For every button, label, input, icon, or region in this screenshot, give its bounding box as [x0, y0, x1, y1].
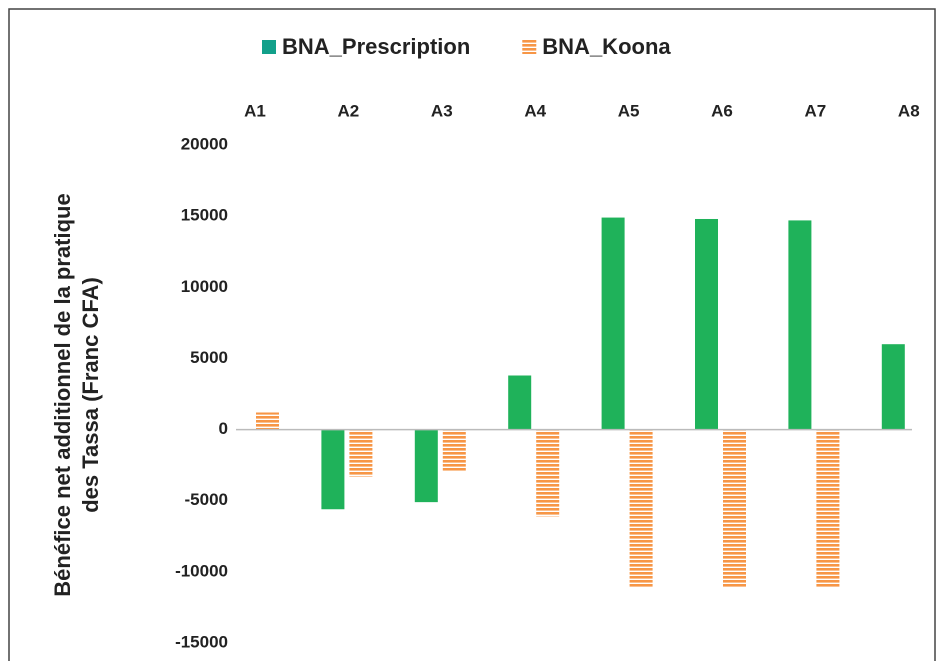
y-axis-title-line: Bénéfice net additionnel de la pratique: [50, 193, 75, 596]
legend-label: BNA_Koona: [542, 34, 671, 59]
y-tick-label: 20000: [181, 134, 228, 153]
y-tick-label: 0: [219, 419, 228, 438]
bar: [601, 217, 625, 430]
bar: [695, 218, 718, 430]
x-tick-label: A5: [618, 101, 640, 120]
y-tick-label: 10000: [181, 277, 228, 296]
bar: [816, 429, 840, 588]
legend-swatch: [262, 40, 276, 54]
bar: [349, 429, 373, 477]
bar: [508, 375, 532, 430]
y-tick-label: -5000: [185, 490, 228, 509]
x-tick-label: A7: [805, 101, 827, 120]
x-tick-label: A8: [898, 101, 920, 120]
bar: [536, 429, 560, 517]
bar: [442, 429, 466, 471]
y-tick-label: 5000: [190, 348, 228, 367]
bar: [629, 429, 653, 588]
bar: [256, 412, 279, 430]
bar: [321, 429, 345, 510]
x-tick-label: A3: [431, 101, 453, 120]
x-tick-label: A4: [524, 101, 546, 120]
bar: [881, 344, 905, 430]
y-axis-title-line: des Tassa (Franc CFA): [78, 277, 103, 513]
chart-frame: [8, 8, 936, 661]
x-tick-label: A2: [338, 101, 360, 120]
y-tick-label: -10000: [175, 561, 228, 580]
bar: [723, 429, 746, 588]
bar: [414, 429, 438, 503]
legend-swatch: [522, 40, 537, 54]
x-tick-label: A1: [244, 101, 266, 120]
y-axis-title: Bénéfice net additionnel de la pratique …: [50, 193, 103, 596]
y-tick-label: -15000: [175, 632, 228, 651]
legend-label: BNA_Prescription: [282, 34, 470, 59]
y-tick-label: 15000: [181, 206, 228, 225]
x-tick-label: A6: [711, 101, 733, 120]
bar: [788, 220, 812, 430]
